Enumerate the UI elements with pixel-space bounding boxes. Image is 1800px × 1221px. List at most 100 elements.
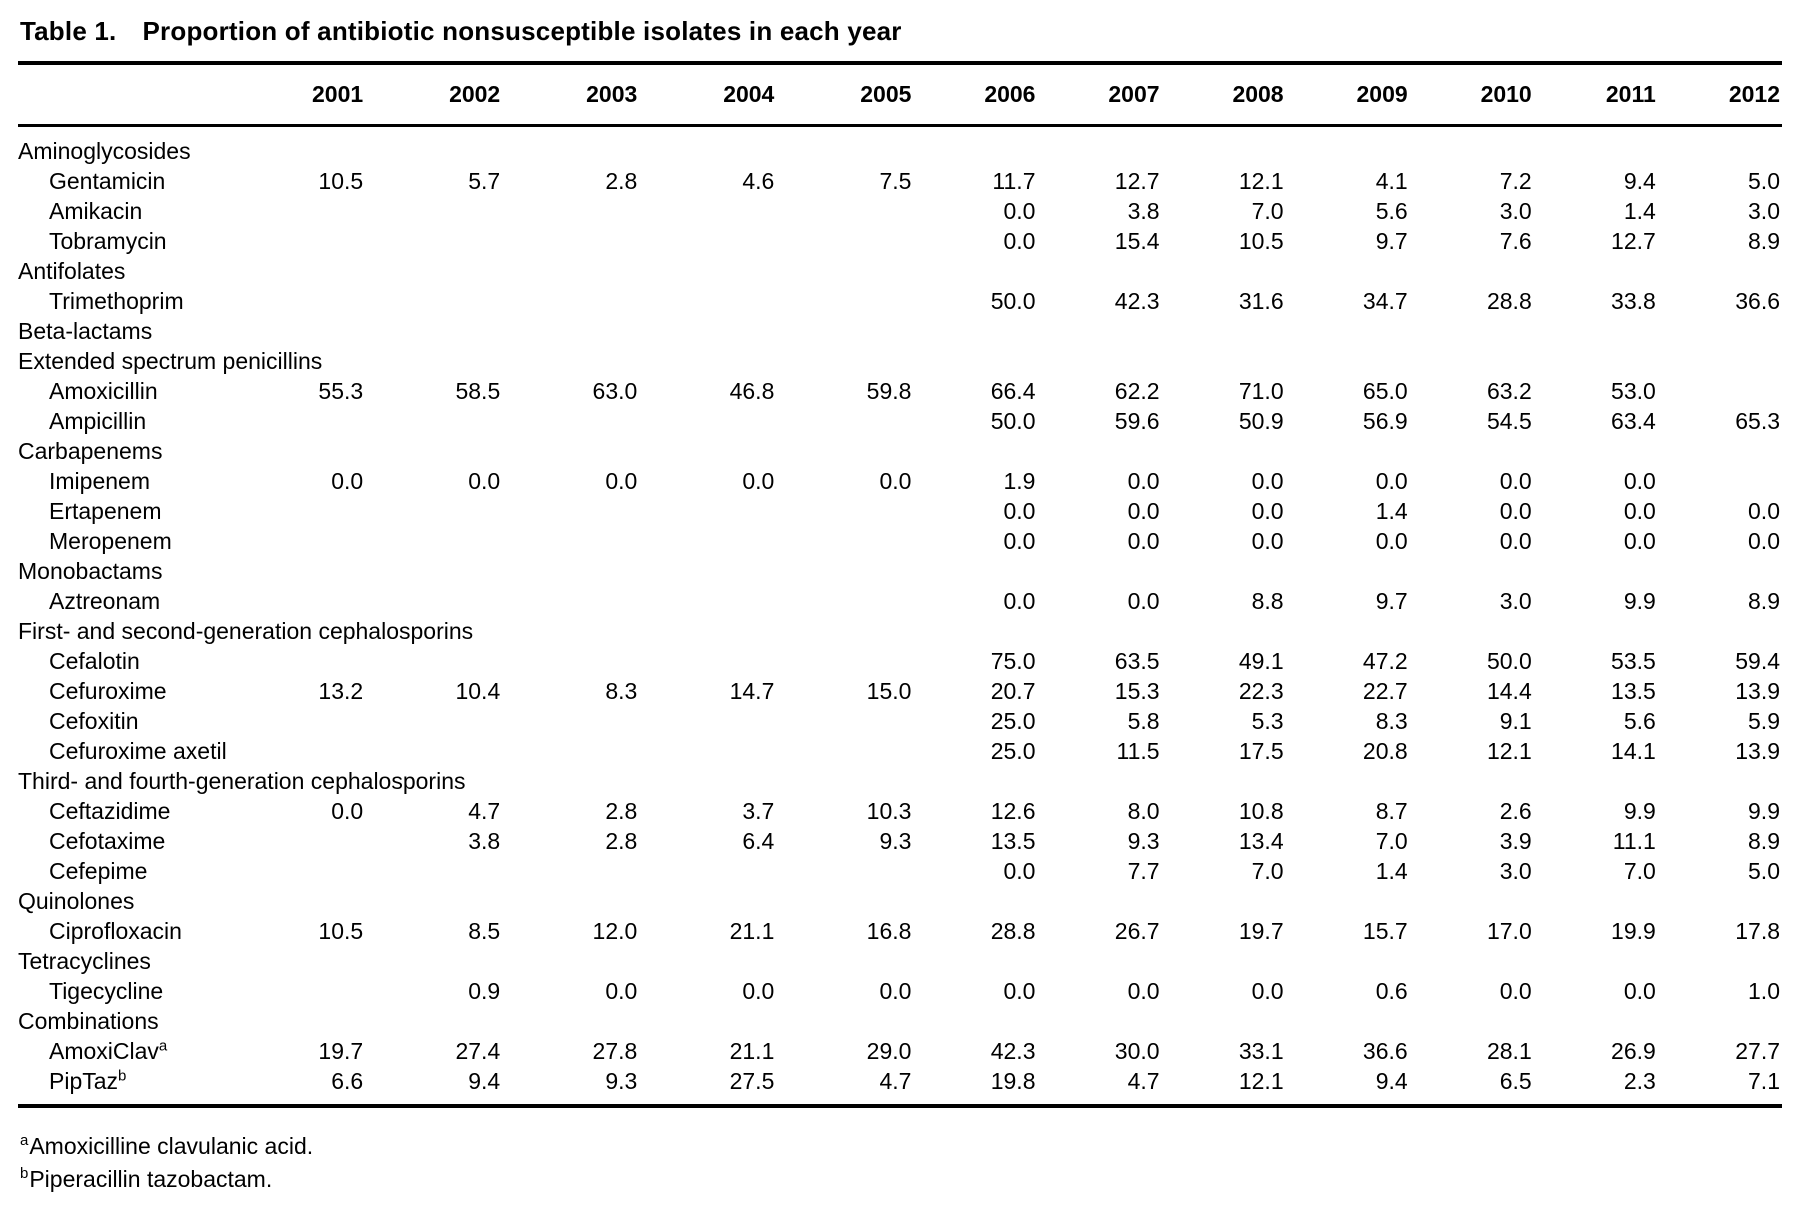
value-cell bbox=[639, 406, 776, 436]
value-cell bbox=[776, 226, 913, 256]
value-cell bbox=[1286, 946, 1410, 976]
value-cell: 0.0 bbox=[1499, 978, 1532, 1004]
value-cell: 11.5 bbox=[1116, 738, 1160, 764]
value-cell bbox=[639, 126, 776, 167]
value-cell bbox=[1037, 346, 1161, 376]
value-cell: 15.7 bbox=[1362, 918, 1408, 944]
value-cell: 8.8 bbox=[1251, 588, 1284, 614]
drug-name: Cefuroxime bbox=[18, 676, 228, 706]
value-cell bbox=[1037, 886, 1161, 916]
drug-row: Cefotaxime 3.8 2.8 6.4 9.3 13.5 9.3 13.4 7.0 3.9 1… bbox=[18, 826, 1782, 856]
value-cell: 7.2 bbox=[1499, 168, 1532, 194]
value-cell bbox=[776, 556, 913, 586]
year-header: 2003 bbox=[502, 63, 640, 127]
value-cell bbox=[1410, 766, 1534, 796]
value-cell: 7.6 bbox=[1499, 228, 1532, 254]
value-cell bbox=[1534, 346, 1658, 376]
value-cell bbox=[1162, 316, 1286, 346]
value-cell: 0.0 bbox=[1003, 858, 1036, 884]
drug-row: Amikacin 0.0 3.8 7.0 5.6 3.0 1.4 3.0 bbox=[18, 196, 1782, 226]
value-cell: 9.7 bbox=[1375, 228, 1408, 254]
value-cell: 4.7 bbox=[879, 1068, 912, 1094]
value-cell bbox=[365, 406, 502, 436]
value-cell bbox=[228, 826, 365, 856]
category-name: Combinations bbox=[18, 1006, 228, 1036]
value-cell bbox=[913, 316, 1037, 346]
value-cell: 7.0 bbox=[1375, 828, 1408, 854]
value-cell: 54.5 bbox=[1486, 408, 1532, 434]
value-cell: 47.2 bbox=[1362, 648, 1408, 674]
value-cell: 0.0 bbox=[1003, 588, 1036, 614]
value-cell bbox=[502, 226, 639, 256]
value-cell bbox=[502, 886, 639, 916]
value-cell: 8.9 bbox=[1748, 588, 1780, 614]
value-cell: 0.0 bbox=[1251, 498, 1284, 524]
value-cell: 25.0 bbox=[990, 708, 1036, 734]
footnote: aAmoxicilline clavulanic acid. bbox=[20, 1130, 1782, 1163]
value-cell bbox=[502, 526, 639, 556]
value-cell bbox=[502, 316, 639, 346]
value-cell: 33.1 bbox=[1238, 1038, 1284, 1064]
value-cell: 9.1 bbox=[1499, 708, 1532, 734]
value-cell: 0.0 bbox=[605, 978, 638, 1004]
value-cell: 19.9 bbox=[1611, 918, 1656, 944]
table-title: Proportion of antibiotic nonsusceptible … bbox=[142, 16, 902, 46]
row-label: Cefuroxime axetil bbox=[49, 738, 227, 764]
value-cell: 63.2 bbox=[1486, 378, 1532, 404]
value-cell bbox=[228, 706, 365, 736]
value-cell: 4.6 bbox=[742, 168, 775, 194]
category-row: Quinolones bbox=[18, 886, 1782, 916]
row-label: Tigecycline bbox=[49, 978, 164, 1004]
value-cell: 12.6 bbox=[990, 798, 1036, 824]
value-cell: 5.6 bbox=[1623, 708, 1656, 734]
value-cell: 8.5 bbox=[468, 918, 501, 944]
value-cell: 9.9 bbox=[1623, 798, 1656, 824]
row-label: Cefuroxime bbox=[49, 678, 167, 704]
drug-name: Cefepime bbox=[18, 856, 228, 886]
category-row: Extended spectrum penicillins bbox=[18, 346, 1782, 376]
value-cell: 11.1 bbox=[1612, 828, 1656, 854]
drug-row: Imipenem 0.0 0.0 0.0 0.0 0.0 1.9 0.0 0.0 0.0 0.0 0.… bbox=[18, 466, 1782, 496]
year-header: 2002 bbox=[365, 63, 503, 127]
value-cell: 7.7 bbox=[1127, 858, 1160, 884]
footnote-marker: a bbox=[158, 1037, 168, 1055]
value-cell: 31.6 bbox=[1238, 288, 1284, 314]
value-cell: 59.6 bbox=[1114, 408, 1160, 434]
value-cell: 9.3 bbox=[1127, 828, 1160, 854]
value-cell: 5.3 bbox=[1251, 708, 1284, 734]
value-cell bbox=[776, 126, 913, 167]
header-corner-cell bbox=[18, 63, 229, 127]
value-cell: 0.0 bbox=[1499, 528, 1532, 554]
value-cell bbox=[502, 646, 639, 676]
value-cell: 0.0 bbox=[1251, 468, 1284, 494]
value-cell bbox=[1162, 1006, 1286, 1036]
drug-name: Gentamicin bbox=[18, 166, 228, 196]
value-cell: 33.8 bbox=[1611, 288, 1656, 314]
value-cell bbox=[913, 346, 1037, 376]
row-label: Meropenem bbox=[49, 528, 172, 554]
value-cell bbox=[1410, 436, 1534, 466]
drug-row: Aztreonam 0.0 0.0 8.8 9.7 3.0 9.9 8.9 bbox=[18, 586, 1782, 616]
value-cell: 0.0 bbox=[1499, 468, 1532, 494]
value-cell: 25.0 bbox=[990, 738, 1036, 764]
value-cell: 26.7 bbox=[1114, 918, 1160, 944]
value-cell bbox=[1658, 316, 1782, 346]
value-cell bbox=[639, 286, 776, 316]
value-cell bbox=[776, 706, 913, 736]
value-cell bbox=[502, 496, 639, 526]
value-cell: 0.0 bbox=[1623, 978, 1656, 1004]
value-cell: 15.0 bbox=[866, 678, 912, 704]
value-cell: 17.0 bbox=[1486, 918, 1532, 944]
drug-name: Meropenem bbox=[18, 526, 228, 556]
value-cell: 7.0 bbox=[1251, 858, 1284, 884]
drug-name: Amikacin bbox=[18, 196, 228, 226]
value-cell bbox=[228, 856, 365, 886]
value-cell: 13.5 bbox=[990, 828, 1036, 854]
value-cell: 14.7 bbox=[729, 678, 775, 704]
value-cell: 28.8 bbox=[1486, 288, 1532, 314]
value-cell: 0.6 bbox=[1375, 978, 1408, 1004]
value-cell: 12.7 bbox=[1114, 168, 1160, 194]
value-cell: 13.9 bbox=[1735, 738, 1780, 764]
value-cell: 21.1 bbox=[729, 1038, 775, 1064]
value-cell: 0.0 bbox=[1623, 498, 1656, 524]
